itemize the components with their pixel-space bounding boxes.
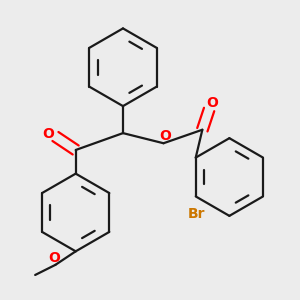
Text: Br: Br: [188, 207, 205, 221]
Text: O: O: [159, 130, 171, 143]
Text: O: O: [48, 251, 60, 265]
Text: O: O: [206, 96, 218, 110]
Text: O: O: [42, 127, 54, 141]
